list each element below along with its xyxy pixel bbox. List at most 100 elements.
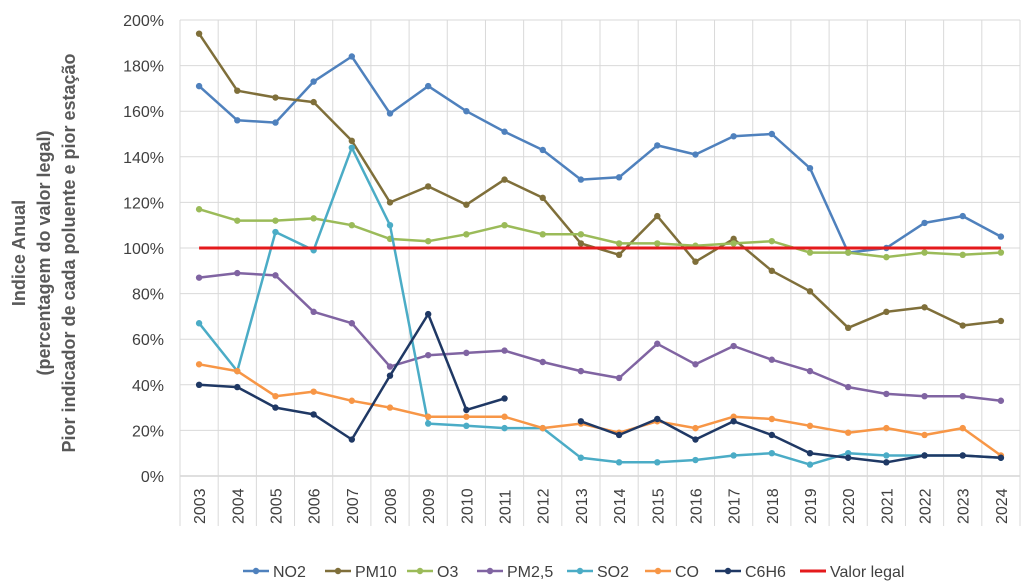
series-no2 bbox=[195, 53, 1005, 256]
data-point bbox=[195, 206, 203, 213]
y-axis-ticks: 0% 20% 40% 60% 80% 100% 120% 140% 160% 180% 200% bbox=[123, 13, 164, 486]
data-point bbox=[768, 450, 776, 457]
data-point bbox=[959, 424, 966, 432]
y-tick-label: 60% bbox=[132, 332, 164, 349]
x-tick-label: 2006 bbox=[307, 488, 324, 524]
data-point bbox=[272, 119, 279, 126]
data-point bbox=[883, 424, 890, 432]
data-point bbox=[463, 108, 470, 115]
x-tick-label: 2024 bbox=[994, 488, 1011, 524]
data-point bbox=[424, 310, 432, 318]
data-point bbox=[386, 404, 394, 411]
data-point bbox=[844, 450, 852, 457]
data-point bbox=[768, 415, 776, 423]
legend-marker bbox=[416, 567, 424, 575]
data-point bbox=[463, 422, 470, 430]
data-point bbox=[692, 456, 699, 464]
data-point bbox=[539, 194, 546, 202]
data-point bbox=[883, 253, 890, 261]
data-point bbox=[386, 372, 394, 379]
series-line bbox=[198, 55, 1002, 254]
data-point bbox=[424, 82, 432, 90]
data-point bbox=[386, 110, 394, 117]
data-point bbox=[768, 267, 776, 274]
legend-label: Valor legal bbox=[830, 564, 904, 581]
x-tick-label: 2019 bbox=[803, 488, 820, 524]
data-point bbox=[615, 459, 623, 466]
legend-label: PM10 bbox=[355, 564, 397, 581]
data-point bbox=[806, 288, 814, 295]
data-point bbox=[463, 231, 470, 238]
data-point bbox=[501, 347, 508, 354]
x-tick-label: 2022 bbox=[918, 488, 935, 524]
data-point bbox=[997, 233, 1005, 240]
legend-item: O3 bbox=[407, 564, 458, 581]
data-point bbox=[768, 130, 776, 138]
data-point bbox=[692, 151, 699, 158]
data-point bbox=[615, 174, 623, 181]
data-point bbox=[272, 272, 279, 279]
data-point bbox=[921, 219, 928, 227]
y-tick-label: 160% bbox=[123, 104, 164, 121]
data-point bbox=[921, 431, 928, 439]
y-tick-label: 80% bbox=[132, 287, 164, 304]
data-point bbox=[806, 249, 814, 256]
data-point bbox=[883, 390, 890, 398]
x-tick-label: 2011 bbox=[498, 489, 515, 524]
x-tick-label: 2018 bbox=[765, 488, 782, 524]
legend-marker bbox=[576, 567, 584, 575]
x-tick-label: 2016 bbox=[688, 488, 705, 524]
data-point bbox=[844, 454, 852, 461]
data-point bbox=[348, 436, 356, 443]
data-point bbox=[463, 413, 470, 420]
x-tick-label: 2017 bbox=[727, 488, 744, 524]
legend-item: SO2 bbox=[567, 564, 629, 581]
y-tick-label: 0% bbox=[141, 469, 164, 486]
data-point bbox=[539, 231, 546, 238]
data-point bbox=[463, 406, 470, 414]
data-point bbox=[768, 356, 776, 363]
data-point bbox=[654, 415, 661, 423]
x-tick-label: 2023 bbox=[956, 488, 973, 524]
data-point bbox=[501, 424, 508, 432]
data-point bbox=[654, 142, 661, 149]
data-point bbox=[386, 222, 394, 229]
data-point bbox=[730, 133, 737, 140]
y-tick-label: 180% bbox=[123, 59, 164, 76]
legend-item: PM2,5 bbox=[477, 564, 553, 581]
data-point bbox=[654, 340, 661, 347]
data-point bbox=[997, 317, 1005, 325]
x-tick-label: 2021 bbox=[879, 488, 896, 524]
data-point bbox=[921, 304, 928, 311]
data-point bbox=[959, 322, 966, 329]
data-point bbox=[730, 452, 737, 459]
data-point bbox=[501, 128, 508, 135]
data-point bbox=[806, 450, 814, 457]
data-point bbox=[997, 249, 1005, 256]
data-point bbox=[730, 342, 737, 350]
data-point bbox=[348, 144, 356, 151]
series-line bbox=[198, 271, 1002, 403]
data-point bbox=[577, 231, 585, 238]
data-point bbox=[692, 361, 699, 368]
series-pm2-5 bbox=[195, 269, 1005, 404]
data-point bbox=[654, 240, 661, 247]
data-point bbox=[844, 324, 852, 331]
x-axis-ticks: 2003 2004 2005 2006 2007 2008 2009 2010 2011 2012… bbox=[192, 488, 1011, 524]
y-axis-label-line-3: Pior indicador de cada poluente e pior e… bbox=[59, 53, 79, 452]
grid bbox=[179, 19, 1021, 526]
legend-item: PM10 bbox=[325, 564, 397, 581]
legend-marker bbox=[252, 567, 260, 575]
data-point bbox=[195, 361, 203, 368]
data-point bbox=[272, 228, 279, 236]
data-point bbox=[806, 165, 814, 172]
data-point bbox=[959, 452, 966, 459]
series-line bbox=[198, 208, 1001, 259]
data-point bbox=[730, 235, 737, 243]
data-point bbox=[348, 397, 356, 404]
y-axis-label-line-2: (percentagem do valor legal) bbox=[34, 130, 54, 375]
data-point bbox=[921, 249, 928, 256]
legend-item: Valor legal bbox=[800, 564, 904, 581]
data-point bbox=[539, 424, 546, 432]
